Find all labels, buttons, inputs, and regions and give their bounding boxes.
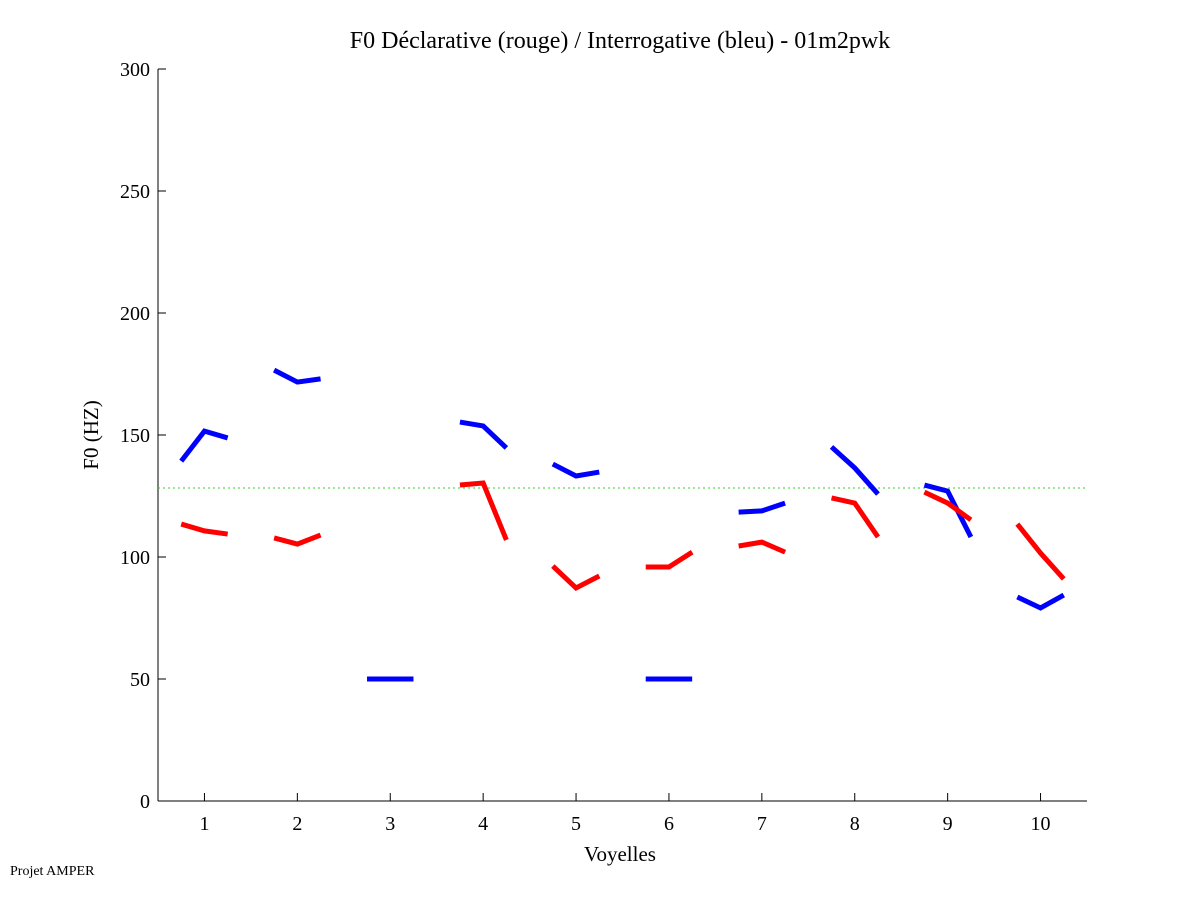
x-tick-label: 5 xyxy=(571,813,581,835)
declarative-segment-vowel-8 xyxy=(830,495,881,539)
x-tick-label: 10 xyxy=(1031,813,1051,835)
footer-credit: Projet AMPER xyxy=(10,864,95,879)
interrogative-segment-vowel-2 xyxy=(272,367,321,385)
y-tick-label: 100 xyxy=(120,547,150,569)
y-tick-label: 200 xyxy=(120,303,150,325)
interrogative-segment-vowel-1 xyxy=(179,428,229,463)
x-tick-label: 4 xyxy=(478,813,488,835)
y-tick-label: 150 xyxy=(120,425,150,447)
chart-title: F0 Déclarative (rouge) / Interrogative (… xyxy=(350,28,890,54)
x-tick-label: 1 xyxy=(199,813,209,835)
declarative-segment-vowel-4 xyxy=(459,480,509,541)
interrogative-segment-vowel-5 xyxy=(551,461,600,479)
declarative-segment-vowel-5 xyxy=(551,564,601,592)
interrogative-segment-vowel-4 xyxy=(459,419,509,450)
y-tick-label: 0 xyxy=(140,791,150,813)
interrogative-segment-vowel-7 xyxy=(738,500,786,515)
y-tick-label: 50 xyxy=(130,669,150,691)
declarative-segment-vowel-10 xyxy=(1015,522,1066,581)
declarative-segment-vowel-2 xyxy=(273,532,322,547)
y-axis-label: F0 (HZ) xyxy=(79,400,103,469)
x-tick-label: 7 xyxy=(757,813,767,835)
x-tick-label: 3 xyxy=(385,813,395,835)
declarative-segment-vowel-7 xyxy=(738,539,787,555)
declarative-segment-vowel-9 xyxy=(923,489,973,522)
x-tick-label: 9 xyxy=(943,813,953,835)
interrogative-segment-vowel-9 xyxy=(923,482,974,539)
interrogative-segment-vowel-8 xyxy=(829,445,880,496)
declarative-segment-vowel-1 xyxy=(180,521,229,537)
y-tick-label: 300 xyxy=(120,59,150,81)
x-tick-label: 2 xyxy=(292,813,302,835)
y-tick-label: 250 xyxy=(120,181,150,203)
x-tick-label: 8 xyxy=(850,813,860,835)
declarative-segment-vowel-6 xyxy=(645,550,694,570)
x-tick-label: 6 xyxy=(664,813,674,835)
x-axis-label: Voyelles xyxy=(584,842,656,866)
interrogative-segment-vowel-10 xyxy=(1016,592,1065,611)
